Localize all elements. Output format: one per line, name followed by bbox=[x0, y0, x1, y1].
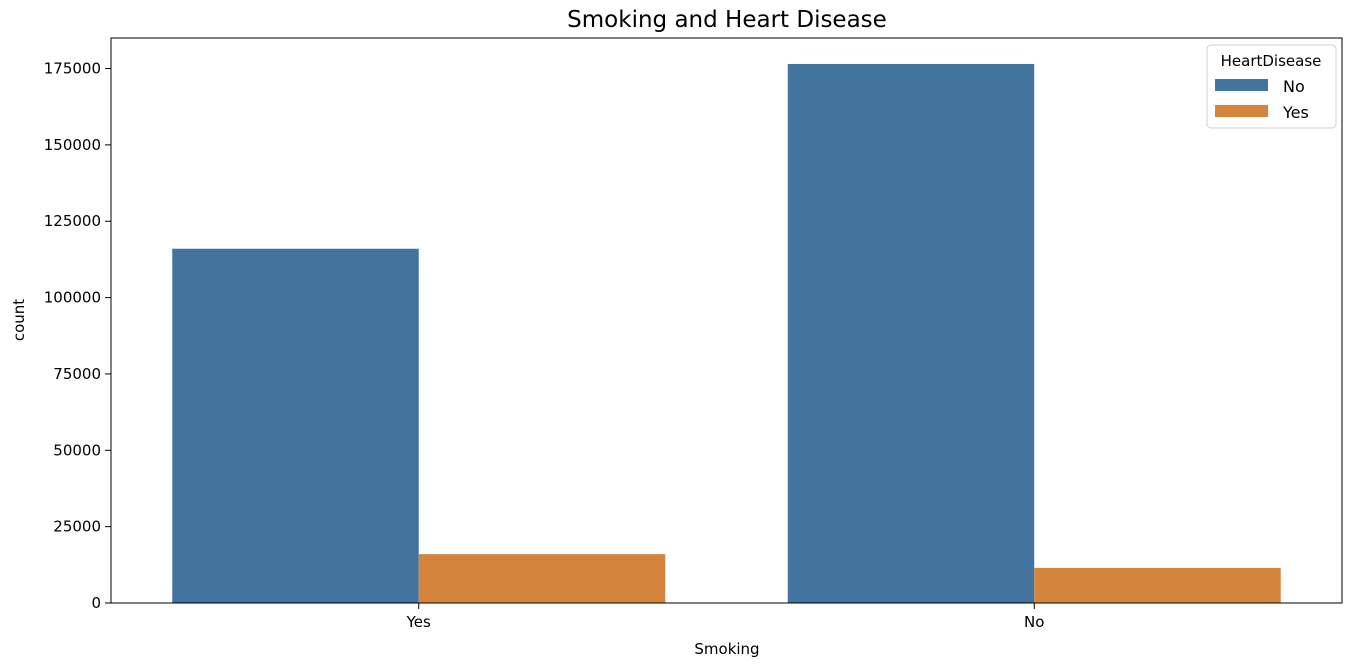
plot-frame bbox=[110, 37, 1343, 604]
y-tick-label: 100000 bbox=[44, 289, 101, 307]
legend-label-yes: Yes bbox=[1282, 103, 1309, 122]
y-tick-label: 150000 bbox=[44, 136, 101, 154]
y-tick-label: 125000 bbox=[44, 212, 101, 230]
legend-title: HeartDisease bbox=[1221, 52, 1322, 70]
legend-swatch-no bbox=[1215, 79, 1268, 91]
y-axis: 0 25000 50000 75000 100000 125000 150000 175000 bbox=[44, 60, 111, 612]
bar-yes-yes bbox=[418, 554, 666, 603]
y-tick-label: 25000 bbox=[53, 518, 101, 536]
y-tick-label: 0 bbox=[91, 594, 101, 612]
legend-items: No Yes bbox=[1215, 77, 1309, 122]
y-tick-label: 175000 bbox=[44, 60, 101, 78]
legend-swatch-yes bbox=[1215, 105, 1268, 117]
bar-no-yes bbox=[1034, 567, 1281, 603]
plot-area bbox=[172, 63, 1281, 604]
x-axis: Yes No bbox=[406, 603, 1044, 631]
y-tick-label: 50000 bbox=[53, 441, 101, 459]
x-tick-label: No bbox=[1024, 613, 1044, 631]
legend: HeartDisease No Yes bbox=[1206, 44, 1337, 129]
x-axis-label: Smoking bbox=[694, 640, 759, 658]
x-tick-label: Yes bbox=[406, 613, 431, 631]
bar-no-no bbox=[787, 63, 1035, 603]
legend-label-no: No bbox=[1283, 77, 1305, 96]
y-axis-label: count bbox=[10, 299, 28, 341]
bar-yes-no bbox=[172, 248, 419, 604]
y-tick-label: 75000 bbox=[53, 365, 101, 383]
chart-title: Smoking and Heart Disease bbox=[567, 7, 887, 33]
